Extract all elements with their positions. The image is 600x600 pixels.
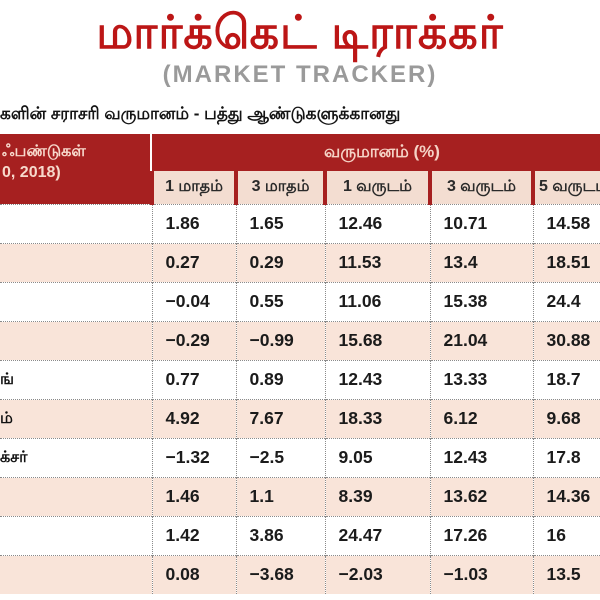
- period-header-1-year: 1 வருடம்: [323, 171, 430, 204]
- value-cell: 1.42: [151, 515, 236, 555]
- value-cell: −2.5: [235, 437, 325, 477]
- value-cell: 11.06: [324, 281, 430, 321]
- value-cell: 17.8: [532, 437, 600, 477]
- fund-column-header: ஃபண்டுகள் 0, 2018): [0, 134, 152, 204]
- value-cell: 12.43: [429, 437, 533, 477]
- value-cell: 1.86: [151, 203, 236, 243]
- value-cell: 1.1: [235, 476, 325, 516]
- value-cell: 18.7: [532, 359, 600, 399]
- value-cell: 0.08: [151, 554, 236, 594]
- value-cell: −3.68: [235, 554, 325, 594]
- period-header-5-year: 5 வருடம்: [530, 171, 600, 204]
- value-cell: 1.46: [151, 476, 236, 516]
- table-row: 1.46 1.1 8.39 13.62 14.36: [0, 476, 600, 516]
- returns-percent-header: வருமானம் (%): [152, 134, 600, 171]
- value-cell: 11.53: [324, 242, 430, 282]
- page-title: மார்க்கெட் டிராக்கர்: [96, 6, 504, 58]
- table-caption: களின் சராசரி வருமானம் - பத்து ஆண்டுகளுக்…: [0, 104, 401, 123]
- value-cell: −0.29: [151, 320, 236, 360]
- value-cell: 12.46: [324, 203, 430, 243]
- period-header-3-year: 3 வருடம்: [428, 171, 533, 204]
- value-cell: 0.55: [235, 281, 325, 321]
- value-cell: −1.03: [429, 554, 533, 594]
- value-cell: 7.67: [235, 398, 325, 438]
- table-row: க்சர் −1.32 −2.5 9.05 12.43 17.8: [0, 437, 600, 477]
- table-row: 1.42 3.86 24.47 17.26 16: [0, 515, 600, 555]
- table-row: 1.86 1.65 12.46 10.71 14.58: [0, 203, 600, 243]
- value-cell: 13.33: [429, 359, 533, 399]
- value-cell: 15.68: [324, 320, 430, 360]
- value-cell: 12.43: [324, 359, 430, 399]
- value-cell: 13.4: [429, 242, 533, 282]
- table-row: −0.04 0.55 11.06 15.38 24.4: [0, 281, 600, 321]
- value-cell: 18.51: [532, 242, 600, 282]
- fund-header-line2: 0, 2018): [2, 164, 61, 181]
- value-cell: 30.88: [532, 320, 600, 360]
- table-row: 0.08 −3.68 −2.03 −1.03 13.5: [0, 554, 600, 594]
- period-header-row: 1 மாதம் 3 மாதம் 1 வருடம் 3 வருடம் 5 வருட…: [0, 171, 600, 204]
- fund-header-line1: ஃபண்டுகள்: [2, 143, 86, 160]
- table-row: 0.27 0.29 11.53 13.4 18.51: [0, 242, 600, 282]
- value-cell: 4.92: [151, 398, 236, 438]
- table-row: ங் 0.77 0.89 12.43 13.33 18.7: [0, 359, 600, 399]
- row-label: [0, 281, 152, 321]
- period-header-1-month: 1 மாதம்: [150, 171, 236, 204]
- value-cell: 24.47: [324, 515, 430, 555]
- value-cell: 6.12: [429, 398, 533, 438]
- row-label: [0, 242, 152, 282]
- value-cell: 18.33: [324, 398, 430, 438]
- value-cell: 0.27: [151, 242, 236, 282]
- row-label: ங்: [0, 359, 152, 399]
- value-cell: −0.04: [151, 281, 236, 321]
- value-cell: 14.58: [532, 203, 600, 243]
- table-row: ம் 4.92 7.67 18.33 6.12 9.68: [0, 398, 600, 438]
- table-row: −0.29 −0.99 15.68 21.04 30.88: [0, 320, 600, 360]
- period-header-3-month: 3 மாதம்: [234, 171, 325, 204]
- value-cell: 9.68: [532, 398, 600, 438]
- row-label: [0, 203, 152, 243]
- header-band-row: ஃபண்டுகள் 0, 2018) வருமானம் (%): [0, 134, 600, 204]
- value-cell: 15.38: [429, 281, 533, 321]
- market-tracker-table: ஃபண்டுகள் 0, 2018) வருமானம் (%) 1 மாதம் …: [0, 134, 600, 594]
- row-label: க்சர்: [0, 437, 152, 477]
- row-label: [0, 554, 152, 594]
- value-cell: 0.77: [151, 359, 236, 399]
- value-cell: 13.5: [532, 554, 600, 594]
- value-cell: 14.36: [532, 476, 600, 516]
- value-cell: −1.32: [151, 437, 236, 477]
- page-subtitle: (MARKET TRACKER): [162, 61, 438, 88]
- value-cell: 10.71: [429, 203, 533, 243]
- row-label: [0, 515, 152, 555]
- value-cell: 8.39: [324, 476, 430, 516]
- row-label: [0, 320, 152, 360]
- value-cell: 3.86: [235, 515, 325, 555]
- value-cell: 17.26: [429, 515, 533, 555]
- row-label: ம்: [0, 398, 152, 438]
- value-cell: 0.29: [235, 242, 325, 282]
- value-cell: 1.65: [235, 203, 325, 243]
- value-cell: 16: [532, 515, 600, 555]
- value-cell: −2.03: [324, 554, 430, 594]
- value-cell: −0.99: [235, 320, 325, 360]
- row-label: [0, 476, 152, 516]
- value-cell: 0.89: [235, 359, 325, 399]
- value-cell: 9.05: [324, 437, 430, 477]
- value-cell: 24.4: [532, 281, 600, 321]
- value-cell: 13.62: [429, 476, 533, 516]
- value-cell: 21.04: [429, 320, 533, 360]
